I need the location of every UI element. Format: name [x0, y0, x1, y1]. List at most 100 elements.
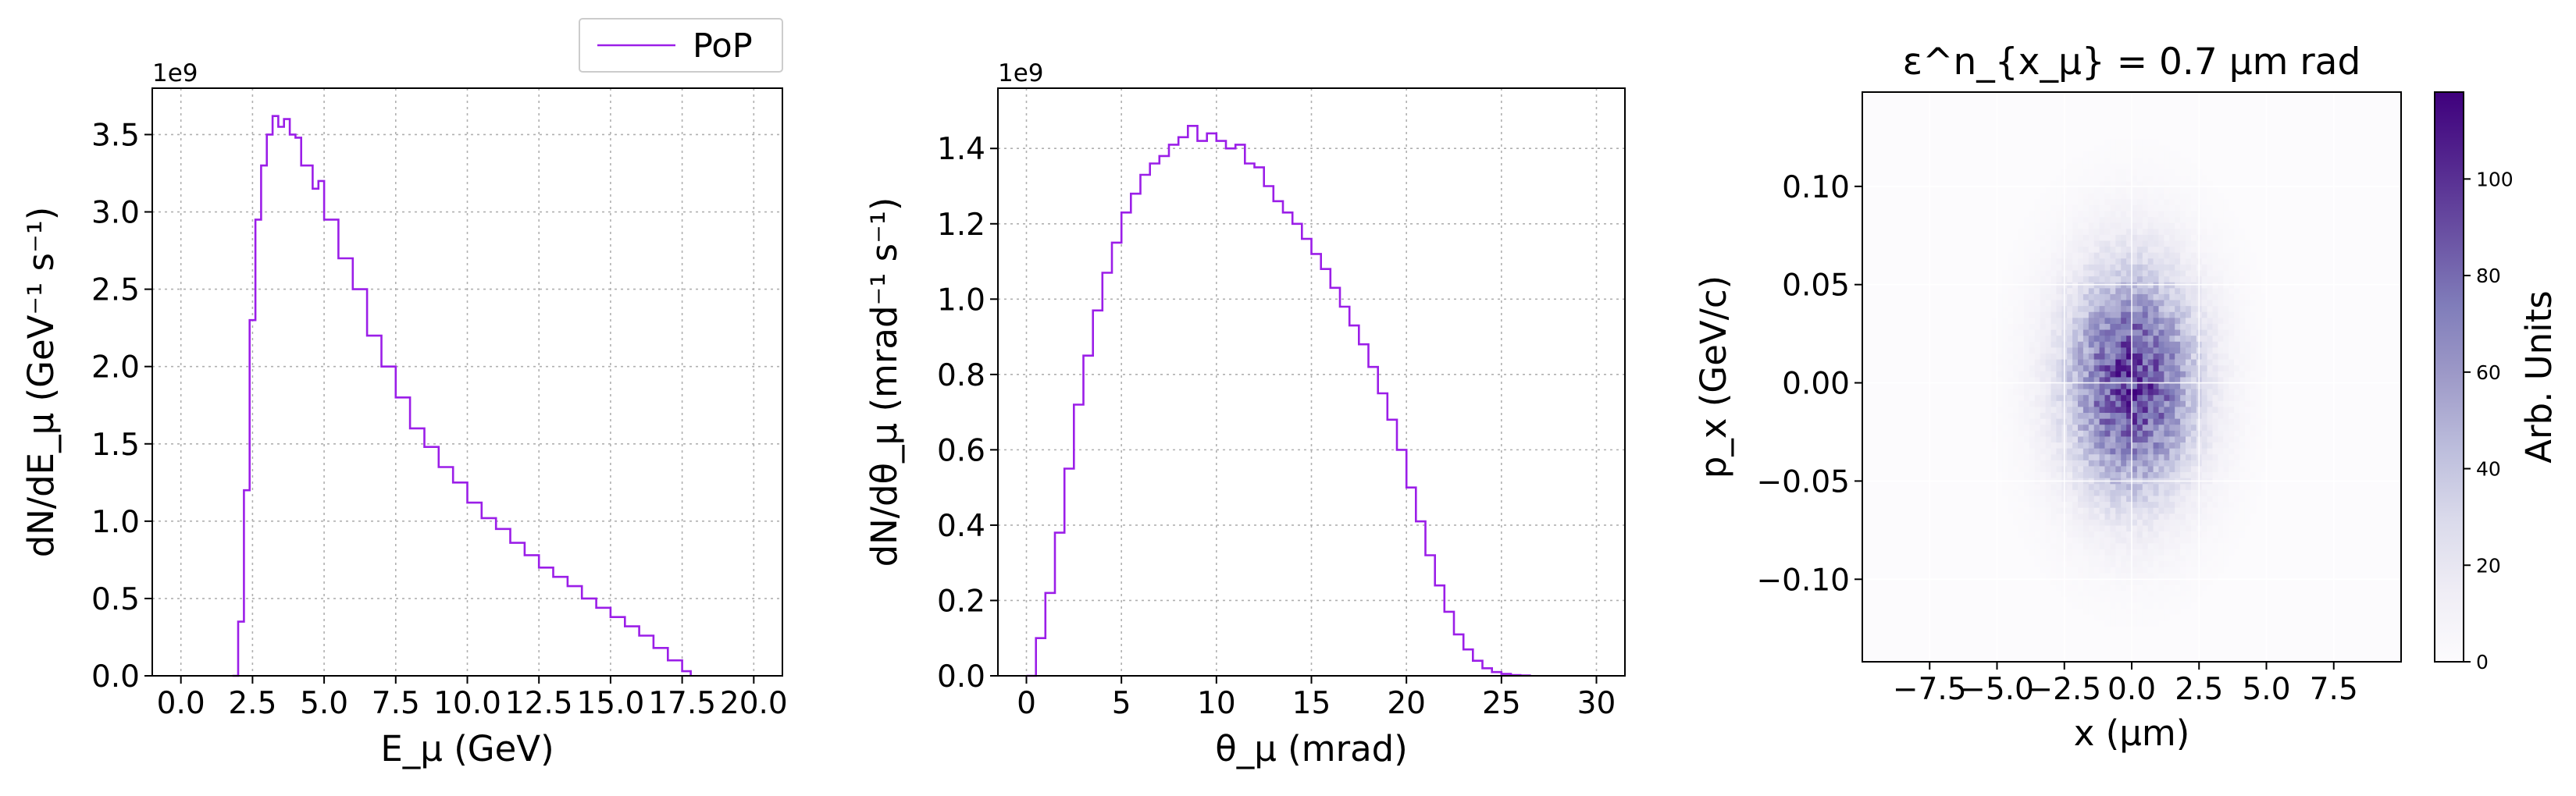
- heatmap-cell: [2234, 300, 2240, 307]
- heatmap-cell: [2132, 496, 2138, 503]
- y-tick-label: 3.0: [91, 196, 140, 231]
- heatmap-cell: [2088, 412, 2095, 419]
- heatmap-cell: [2067, 471, 2073, 478]
- heatmap-cell: [2164, 549, 2170, 556]
- heatmap-cell: [2099, 513, 2105, 520]
- heatmap-cell: [2050, 382, 2057, 389]
- heatmap-cell: [1991, 341, 1997, 348]
- heatmap-cell: [2024, 234, 2030, 241]
- heatmap-cell: [2067, 216, 2073, 223]
- x-axis-label: θ_μ (mrad): [1215, 728, 1408, 769]
- heatmap-cell: [2158, 519, 2164, 526]
- heatmap-cell: [2104, 483, 2111, 490]
- heatmap-cell: [2164, 270, 2170, 277]
- heatmap-cell: [2040, 275, 2046, 283]
- heatmap-cell: [2147, 329, 2154, 336]
- heatmap-cell: [2013, 323, 2019, 330]
- heatmap-cell: [2212, 193, 2218, 200]
- heatmap-cell: [2050, 193, 2057, 200]
- heatmap-cell: [2244, 311, 2251, 318]
- heatmap-cell: [2175, 466, 2181, 473]
- heatmap-cell: [1997, 346, 2003, 354]
- heatmap-cell: [2045, 442, 2051, 449]
- heatmap-cell: [2013, 389, 2019, 396]
- heatmap-cell: [2029, 471, 2036, 478]
- heatmap-cell: [2180, 590, 2186, 597]
- heatmap-cell: [2164, 507, 2170, 514]
- heatmap-cell: [2250, 258, 2257, 265]
- heatmap-cell: [2136, 537, 2143, 544]
- heatmap-cell: [2045, 311, 2051, 318]
- heatmap-cell: [2153, 560, 2159, 567]
- heatmap-cell: [2266, 412, 2272, 419]
- heatmap-cell: [2029, 317, 2036, 324]
- heatmap-cell: [2153, 572, 2159, 579]
- heatmap-cell: [2050, 181, 2057, 188]
- heatmap-cell: [2126, 578, 2132, 585]
- heatmap-cell: [2164, 193, 2170, 200]
- heatmap-cell: [2056, 460, 2062, 467]
- heatmap-cell: [2104, 193, 2111, 200]
- y-tick-label: 0.0: [91, 659, 140, 695]
- heatmap-cell: [2136, 525, 2143, 532]
- heatmap-cell: [2099, 519, 2105, 526]
- heatmap-cell: [2212, 382, 2218, 389]
- heatmap-cell: [2153, 590, 2159, 597]
- heatmap-cell: [2088, 460, 2095, 467]
- heatmap-cell: [2056, 377, 2062, 383]
- heatmap-cell: [2266, 353, 2272, 360]
- heatmap-cell: [2029, 216, 2036, 223]
- heatmap-cell: [2158, 222, 2164, 229]
- heatmap-cell: [2126, 418, 2132, 425]
- heatmap-cell: [2110, 496, 2116, 503]
- heatmap-cell: [2088, 418, 2095, 425]
- heatmap-cell: [2164, 614, 2170, 621]
- heatmap-cell: [2067, 275, 2073, 283]
- heatmap-cell: [2147, 275, 2154, 283]
- heatmap-cell: [2083, 163, 2090, 170]
- heatmap-cell: [2072, 507, 2079, 514]
- heatmap-cell: [2190, 507, 2197, 514]
- heatmap-cell: [2250, 453, 2257, 460]
- y-offset-text: 1e9: [998, 59, 1044, 87]
- heatmap-cell: [2175, 377, 2181, 383]
- heatmap-cell: [2056, 560, 2062, 567]
- heatmap-cell: [2013, 371, 2019, 378]
- heatmap-cell: [2050, 567, 2057, 574]
- heatmap-cell: [2067, 264, 2073, 271]
- heatmap-cell: [2186, 175, 2192, 182]
- heatmap-cell: [2115, 537, 2122, 544]
- heatmap-cell: [2110, 448, 2116, 455]
- heatmap-cell: [2034, 252, 2041, 259]
- heatmap-cell: [2190, 471, 2197, 478]
- heatmap-cell: [2115, 572, 2122, 579]
- heatmap-cell: [2050, 471, 2057, 478]
- heatmap-cell: [2132, 483, 2138, 490]
- y-tick-label: 1.0: [937, 283, 985, 318]
- heatmap-cell: [2099, 364, 2105, 371]
- heatmap-cell: [2186, 471, 2192, 478]
- heatmap-cell: [2250, 275, 2257, 283]
- heatmap-cell: [2223, 204, 2229, 211]
- heatmap-cell: [2034, 222, 2041, 229]
- heatmap-cell: [2050, 394, 2057, 401]
- heatmap-cell: [2029, 507, 2036, 514]
- heatmap-cell: [2239, 382, 2246, 389]
- heatmap-cell: [2255, 448, 2261, 455]
- heatmap-cell: [2158, 145, 2164, 152]
- heatmap-cell: [2110, 181, 2116, 188]
- heatmap-cell: [2180, 211, 2186, 218]
- heatmap-cell: [2164, 448, 2170, 455]
- heatmap-cell: [2169, 549, 2175, 556]
- heatmap-cell: [2099, 572, 2105, 579]
- heatmap-cell: [2104, 293, 2111, 300]
- heatmap-cell: [2180, 436, 2186, 443]
- heatmap-cell: [2164, 567, 2170, 574]
- heatmap-cell: [2093, 448, 2100, 455]
- chart-title: ε^n_{x_μ} = 0.7 μm rad: [1903, 41, 2361, 84]
- heatmap-cell: [2040, 311, 2046, 318]
- heatmap-cell: [2212, 572, 2218, 579]
- heatmap-cell: [2218, 418, 2224, 425]
- heatmap-cell: [2034, 371, 2041, 378]
- heatmap-cell: [2239, 359, 2246, 366]
